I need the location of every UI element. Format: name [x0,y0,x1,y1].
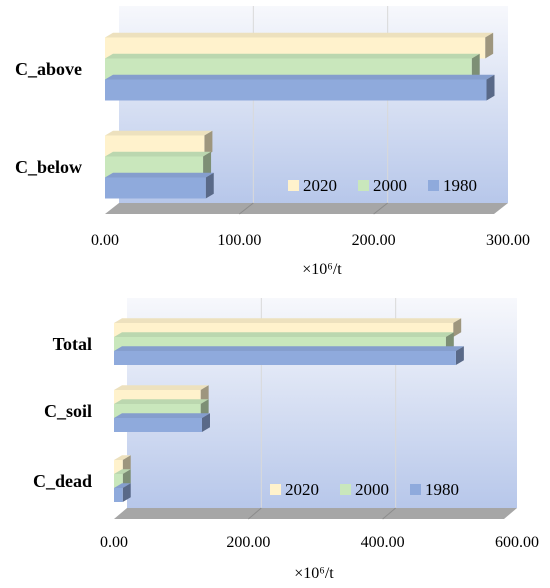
bar-end [485,32,494,59]
legend-swatch-2020 [288,180,299,191]
legend-label: 2000 [373,176,407,195]
bar-front [105,58,472,80]
legend-label: 2000 [355,480,389,499]
floor-gridline [239,202,254,215]
category-label: C_soil [44,401,92,421]
bar-top [105,172,214,178]
legend-label: 1980 [425,480,459,499]
bar-end [122,483,131,502]
bar-top [105,130,213,136]
bar-end [203,151,212,178]
bar-end [455,346,464,365]
tick-label: 200.00 [352,232,396,249]
bar-front [114,418,202,432]
bar-top [114,332,454,337]
bar-C_above-2020 [105,32,494,59]
bar-end [453,318,462,337]
category-label: C_below [15,157,82,177]
floor-gridline [248,507,262,520]
bar-top [114,385,209,390]
bar-top [105,53,480,59]
category-label: C_above [15,59,82,79]
bar-C_above-1980 [105,74,495,101]
bar-front [114,474,123,488]
legend-swatch-2000 [340,484,351,495]
bar-top [105,74,495,80]
floor [105,203,508,214]
tick-label: 200.00 [226,534,270,551]
tick-label: 300.00 [486,232,530,249]
legend-label: 1980 [443,176,477,195]
tick-label: 0.00 [91,232,119,249]
floor-gridline [382,507,396,520]
bar-top [114,455,131,460]
bar-top [114,318,462,323]
bar-front [105,37,486,59]
bar-front [105,135,205,157]
floor [114,508,517,519]
bar-C_soil-1980 [114,413,210,432]
bar-top [114,346,464,351]
legend-swatch-2000 [358,180,369,191]
bar-end [486,74,495,101]
bar-front [114,460,123,474]
x-axis-unit-label: ×10⁶/t [294,565,334,582]
legend: 2020 2000 1980 [270,480,459,499]
bar-top [114,413,210,418]
bar-front [114,351,456,365]
x-axis-unit-label: ×10⁶/t [302,261,342,278]
legend-label: 2020 [285,480,319,499]
bar-top [105,151,212,157]
bar-C_below-2000 [105,151,212,178]
legend-swatch-1980 [410,484,421,495]
legend-label: 2020 [303,176,337,195]
bar-front [105,79,487,101]
bar-top [114,399,209,404]
bar-end [201,413,210,432]
legend-swatch-1980 [428,180,439,191]
tick-label: 100.00 [217,232,261,249]
chart-1: C_above C_below 0.00 100.00 200.00 300.00 ×10⁶… [15,6,530,278]
legend: 2020 2000 1980 [288,176,477,195]
bar-front [105,156,204,178]
chart-2: Total C_soil C_dead 0.00 200.00 400.00 600.00 ×… [33,298,539,582]
bar-end [205,172,214,199]
bar-front [114,488,123,502]
bar-top [105,32,494,38]
bar-C_above-2000 [105,53,480,80]
bar-C_below-1980 [105,172,214,199]
category-label: Total [53,334,92,354]
bar-end [471,53,480,80]
legend-swatch-2020 [270,484,281,495]
bar-C_below-2020 [105,130,213,157]
tick-label: 0.00 [100,534,128,551]
bar-top [114,483,131,488]
bar-top [114,469,131,474]
bar-front [105,177,206,199]
bar-C_dead-1980 [114,483,131,502]
bar-Total-1980 [114,346,464,365]
category-label: C_dead [33,471,92,491]
bar-end [204,130,213,157]
tick-label: 400.00 [361,534,405,551]
floor-gridline [373,202,388,215]
tick-label: 600.00 [495,534,539,551]
